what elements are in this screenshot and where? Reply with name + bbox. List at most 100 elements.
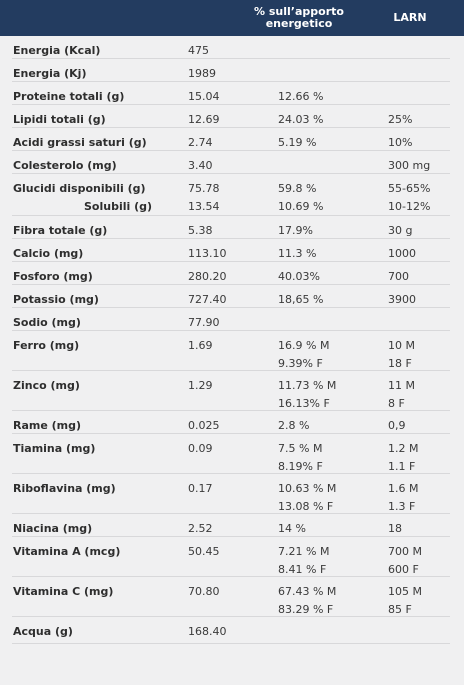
row-name: Glucidi disponibili (g) Solubili (g) [13, 180, 152, 216]
cell-line: 0.09 [188, 442, 213, 455]
row-larn: 10% [388, 134, 412, 152]
cell-line: Tiamina (mg) [13, 442, 96, 455]
cell-line: 0,9 [388, 419, 406, 432]
table-header: % sull’apporto energetico LARN [0, 0, 464, 36]
row-value: 1989 [188, 65, 216, 83]
cell-line: Fosforo (mg) [13, 270, 93, 283]
table-row: Energia (Kcal) 475 [12, 36, 450, 59]
cell-line: 77.90 [188, 316, 220, 329]
row-larn: 1000 [388, 245, 416, 263]
cell-line: Fibra totale (g) [13, 224, 108, 237]
row-value: 280.20 [188, 268, 227, 286]
row-larn: 300 mg [388, 157, 430, 175]
cell-line: Sodio (mg) [13, 316, 81, 329]
cell-line: 113.10 [188, 247, 227, 260]
row-name: Acidi grassi saturi (g) [13, 134, 147, 152]
row-larn: 105 M 85 F [388, 583, 422, 619]
table-row: Vitamina A (mcg) 50.45 7.21 % M 8.41 % F 700… [12, 537, 450, 577]
row-name: Rame (mg) [13, 417, 81, 435]
row-pct-energy: 2.8 % [278, 417, 309, 435]
cell-line: Acqua (g) [13, 625, 73, 638]
row-larn: 55-65% 10-12% [388, 180, 430, 216]
cell-line: 10.63 % M [278, 482, 337, 495]
row-pct-energy: 7.5 % M 8.19% F [278, 440, 323, 476]
table-row: Fibra totale (g) 5.38 17.9% 30 g [12, 216, 450, 239]
cell-line: Energia (Kcal) [13, 44, 101, 57]
cell-line: 16.9 % M [278, 339, 330, 352]
row-larn: 3900 [388, 291, 416, 309]
cell-line: 12.66 % [278, 90, 324, 103]
row-larn: 30 g [388, 222, 412, 240]
row-name: Proteine totali (g) [13, 88, 124, 106]
cell-line: Acidi grassi saturi (g) [13, 136, 147, 149]
cell-line: 15.04 [188, 90, 220, 103]
cell-line: 300 mg [388, 159, 431, 172]
cell-line: 7.5 % M [278, 442, 323, 455]
header-pct-energy: % sull’apporto energetico [254, 5, 344, 30]
cell-line: Vitamina A (mcg) [13, 545, 121, 558]
row-value: 15.04 [188, 88, 220, 106]
cell-line: 5.19 % [278, 136, 317, 149]
row-name: Acqua (g) [13, 623, 73, 641]
cell-line: Riboflavina (mg) [13, 482, 116, 495]
row-name: Zinco (mg) [13, 377, 80, 395]
row-pct-energy: 67.43 % M 83.29 % F [278, 583, 336, 619]
cell-line: 0.17 [188, 482, 213, 495]
row-pct-energy: 18,65 % [278, 291, 323, 309]
row-value: 475 [188, 42, 209, 60]
row-name: Fosforo (mg) [13, 268, 93, 286]
table-row: Zinco (mg) 1.29 11.73 % M 16.13% F 11 M 8 F [12, 371, 450, 411]
table-row: Potassio (mg) 727.40 18,65 % 3900 [12, 285, 450, 308]
table-row: Acidi grassi saturi (g) 2.74 5.19 % 10% [12, 128, 450, 151]
row-larn: 0,9 [388, 417, 406, 435]
row-larn: 700 [388, 268, 409, 286]
row-pct-energy: 16.9 % M 9.39% F [278, 337, 329, 373]
row-pct-energy: 10.63 % M 13.08 % F [278, 480, 336, 516]
table-row: Niacina (mg) 2.52 14 % 18 [12, 514, 450, 537]
cell-line: Zinco (mg) [13, 379, 80, 392]
cell-line: 9.39% F [278, 357, 323, 370]
cell-line: 1.29 [188, 379, 213, 392]
cell-line: Colesterolo (mg) [13, 159, 117, 172]
cell-line: 727.40 [188, 293, 227, 306]
row-pct-energy: 7.21 % M 8.41 % F [278, 543, 329, 579]
row-value: 2.52 [188, 520, 213, 538]
cell-line: 17.9% [278, 224, 313, 237]
row-name: Niacina (mg) [13, 520, 92, 538]
cell-line: 1.69 [188, 339, 213, 352]
cell-line: 3900 [388, 293, 416, 306]
cell-line: 475 [188, 44, 209, 57]
table-row: Energia (Kj) 1989 [12, 59, 450, 82]
cell-line: 50.45 [188, 545, 220, 558]
row-value: 77.90 [188, 314, 220, 332]
row-value: 168.40 [188, 623, 227, 641]
cell-line: 16.13% F [278, 397, 330, 410]
row-name: Energia (Kj) [13, 65, 86, 83]
row-value: 75.78 13.54 [188, 180, 220, 216]
row-name: Energia (Kcal) [13, 42, 100, 60]
cell-line: 83.29 % F [278, 603, 334, 616]
cell-line: 2.52 [188, 522, 213, 535]
row-value: 5.38 [188, 222, 213, 240]
cell-line: 10.69 % [278, 200, 324, 213]
row-pct-energy: 17.9% [278, 222, 313, 240]
cell-line: 10-12% [388, 200, 431, 213]
table-row: Lipidi totali (g) 12.69 24.03 % 25% [12, 105, 450, 128]
row-pct-energy: 40.03% [278, 268, 320, 286]
cell-line: 55-65% [388, 182, 431, 195]
cell-line: 11.73 % M [278, 379, 337, 392]
cell-line: Niacina (mg) [13, 522, 93, 535]
row-name: Calcio (mg) [13, 245, 83, 263]
row-value: 50.45 [188, 543, 220, 561]
cell-line: Calcio (mg) [13, 247, 84, 260]
cell-line: 25% [388, 113, 413, 126]
cell-line: 1989 [188, 67, 216, 80]
cell-line: 5.38 [188, 224, 213, 237]
cell-line: 2.74 [188, 136, 213, 149]
row-name: Potassio (mg) [13, 291, 99, 309]
row-value: 0.09 [188, 440, 213, 458]
cell-line: 168.40 [188, 625, 227, 638]
row-name: Riboflavina (mg) [13, 480, 116, 498]
row-larn: 10 M 18 F [388, 337, 415, 373]
table-row: Proteine totali (g) 15.04 12.66 % [12, 82, 450, 105]
